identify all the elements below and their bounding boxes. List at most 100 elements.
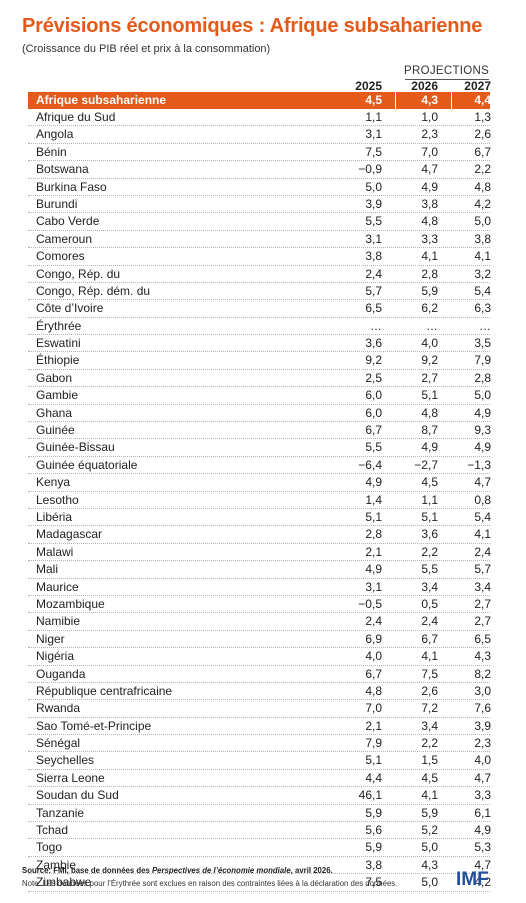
value-2025: 3,1	[365, 127, 382, 142]
source-note: Source: FMI, base de données des Perspec…	[22, 866, 333, 875]
table-row: Libéria 5,1 5,1 5,4	[28, 509, 491, 527]
value-2025: 2,4	[365, 266, 382, 281]
value-2026: …	[426, 318, 438, 333]
value-2025: 2,1	[365, 718, 382, 733]
value-2025: 5,1	[365, 753, 382, 768]
value-2026: 4,5	[421, 770, 438, 785]
table-row: Guinée-Bissau 5,5 4,9 4,9	[28, 439, 491, 457]
country-name: Seychelles	[36, 753, 95, 768]
value-2026: 3,4	[421, 718, 438, 733]
value-2027: 5,4	[474, 283, 491, 298]
value-2026: 4,1	[421, 649, 438, 664]
value-2026: 5,9	[421, 805, 438, 820]
table-row: Angola 3,1 2,3 2,6	[28, 126, 491, 144]
value-2026: 3,3	[421, 231, 438, 246]
value-2025: …	[370, 318, 382, 333]
value-2026: 1,1	[421, 492, 438, 507]
value-2025: 3,8	[365, 249, 382, 264]
table-row: Guinée équatoriale −6,4 −2,7 −1,3	[28, 457, 491, 475]
table-row: Nigéria 4,0 4,1 4,3	[28, 648, 491, 666]
value-2025: 3,1	[365, 579, 382, 594]
value-2025: 3,1	[365, 231, 382, 246]
country-name: Ghana	[36, 405, 73, 420]
value-2027: 2,7	[474, 596, 491, 611]
value-2026: 8,7	[421, 423, 438, 438]
value-2027: 5,0	[474, 388, 491, 403]
country-name: Zambie	[36, 857, 77, 872]
country-name: Guinée-Bissau	[36, 440, 115, 455]
table-row: République centrafricaine 4,8 2,6 3,0	[28, 683, 491, 701]
table-row: Mali 4,9 5,5 5,7	[28, 561, 491, 579]
table-row: Burkina Faso 5,0 4,9 4,8	[28, 179, 491, 196]
value-2025: 4,4	[365, 770, 382, 785]
value-2025: 2,8	[365, 527, 382, 542]
value-2027: 4,2	[474, 875, 491, 890]
value-2025: 6,7	[365, 666, 382, 681]
country-name: Togo	[36, 840, 63, 855]
table-row: Malawi 2,1 2,2 2,4	[28, 544, 491, 562]
table-row: Guinée 6,7 8,7 9,3	[28, 422, 491, 440]
value-2026: 4,1	[421, 249, 438, 264]
country-name: Nigéria	[36, 649, 75, 664]
country-name: Afrique du Sud	[36, 110, 116, 124]
value-2025: −0,9	[358, 162, 382, 177]
value-2027: …	[479, 318, 491, 333]
value-2027: 4,1	[474, 527, 491, 542]
table-row: Eswatini 3,6 4,0 3,5	[28, 335, 491, 353]
value-2027: 7,9	[474, 353, 491, 368]
value-2027: 2,8	[474, 370, 491, 385]
value-2026: 2,8	[421, 266, 438, 281]
country-name: Côte d’Ivoire	[36, 301, 104, 316]
value-2026: 7,2	[421, 701, 438, 716]
value-2026: 4,9	[421, 440, 438, 455]
projections-label: PROJECTIONS	[404, 65, 490, 77]
value-2027: 6,5	[474, 631, 491, 646]
country-name: Niger	[36, 631, 65, 646]
value-2027: 5,7	[474, 562, 491, 577]
value-2027: 3,4	[474, 579, 491, 594]
country-name: Sao Tomé-et-Principe	[36, 718, 152, 733]
value-2027: 3,9	[474, 718, 491, 733]
table-row: Congo, Rép. dém. du 5,7 5,9 5,4	[28, 283, 491, 301]
country-name: Tchad	[36, 823, 69, 838]
table-row: Zimbabwe 7,5 5,0 4,2	[28, 874, 491, 892]
value-2027: 4,8	[474, 179, 491, 194]
value-2027: 3,2	[474, 266, 491, 281]
value-2025: −0,5	[358, 596, 382, 611]
value-2026: 9,2	[421, 353, 438, 368]
country-name: Bénin	[36, 144, 67, 159]
column-separator	[451, 92, 452, 109]
value-2025: 7,9	[365, 736, 382, 751]
value-2026: 1,5	[421, 753, 438, 768]
table-row: Bénin 7,5 7,0 6,7	[28, 144, 491, 162]
value-2027: 6,7	[474, 144, 491, 159]
projections-divider	[405, 79, 489, 80]
country-name: Sierra Leone	[36, 770, 105, 785]
value-2026: 7,5	[421, 666, 438, 681]
value-2025: 7,5	[365, 144, 382, 159]
country-name: Soudan du Sud	[36, 788, 119, 803]
footnote: Note: Les données pour l’Érythrée sont e…	[22, 879, 398, 888]
value-2026: 7,0	[421, 144, 438, 159]
value-2025: 5,1	[365, 509, 382, 524]
table-row: Rwanda 7,0 7,2 7,6	[28, 700, 491, 718]
table-row: Sao Tomé-et-Principe 2,1 3,4 3,9	[28, 718, 491, 736]
value-2026: 5,1	[421, 509, 438, 524]
value-2027: 4,3	[474, 649, 491, 664]
table-row: Afrique du Sud 1,1 1,0 1,3	[28, 109, 491, 127]
year-header-2027: 2027	[464, 79, 491, 93]
value-2027: 6,1	[474, 805, 491, 820]
value-2027: −1,3	[467, 457, 491, 472]
value-2025: 4,9	[365, 562, 382, 577]
value-2025: 5,9	[365, 805, 382, 820]
value-2025: 4,9	[365, 475, 382, 490]
aggregate-value-2025: 4,5	[365, 93, 382, 107]
value-2025: 4,0	[365, 649, 382, 664]
value-2027: 2,7	[474, 614, 491, 629]
table-row: Namibie 2,4 2,4 2,7	[28, 613, 491, 631]
value-2025: 2,1	[365, 544, 382, 559]
table-row: Gabon 2,5 2,7 2,8	[28, 370, 491, 388]
country-name: Madagascar	[36, 527, 103, 542]
year-header-2026: 2026	[411, 79, 438, 93]
table-row: Cameroun 3,1 3,3 3,8	[28, 231, 491, 249]
